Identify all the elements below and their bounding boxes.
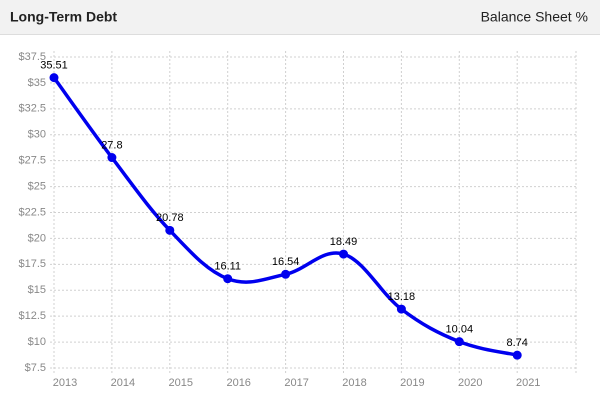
data-point	[223, 274, 233, 284]
data-point	[396, 304, 406, 314]
y-tick-label: $12.5	[18, 310, 46, 322]
x-tick-label: 2018	[342, 377, 366, 389]
data-point	[454, 337, 464, 347]
data-label: 8.74	[506, 337, 527, 349]
data-label: 13.18	[388, 291, 416, 303]
x-tick-label: 2015	[169, 377, 193, 389]
y-tick-label: $37.5	[18, 51, 46, 63]
y-tick-label: $10	[28, 336, 46, 348]
y-tick-label: $22.5	[18, 206, 46, 218]
chart-subtitle: Balance Sheet %	[481, 9, 588, 25]
data-label: 10.04	[446, 324, 474, 336]
y-tick-label: $20	[28, 232, 46, 244]
x-tick-label: 2017	[284, 377, 308, 389]
y-tick-label: $7.5	[25, 362, 46, 374]
y-tick-label: $27.5	[18, 155, 46, 167]
x-tick-label: 2021	[516, 377, 540, 389]
data-point	[165, 225, 175, 235]
data-label: 20.78	[156, 212, 184, 224]
data-point	[339, 249, 348, 259]
y-tick-label: $15	[28, 284, 46, 296]
y-tick-label: $35	[28, 77, 46, 89]
y-tick-label: $30	[28, 129, 46, 141]
x-tick-label: 2019	[400, 377, 424, 389]
data-point	[49, 73, 59, 83]
header-bar	[0, 0, 600, 34]
chart-title: Long-Term Debt	[10, 9, 117, 25]
x-tick-label: 2014	[111, 377, 135, 389]
data-label: 35.51	[40, 60, 68, 72]
x-tick-label: 2020	[458, 377, 482, 389]
y-tick-label: $32.5	[18, 103, 46, 115]
y-tick-label: $25	[28, 180, 46, 192]
x-tick-label: 2013	[53, 377, 77, 389]
data-point	[512, 350, 522, 360]
x-tick-label: 2016	[226, 377, 250, 389]
data-point	[107, 153, 117, 163]
y-tick-label: $17.5	[18, 258, 46, 270]
data-label: 16.11	[214, 261, 241, 273]
data-label: 16.54	[272, 256, 300, 268]
data-point	[281, 269, 291, 279]
data-label: 18.49	[330, 236, 358, 248]
data-label: 27.8	[101, 139, 122, 151]
